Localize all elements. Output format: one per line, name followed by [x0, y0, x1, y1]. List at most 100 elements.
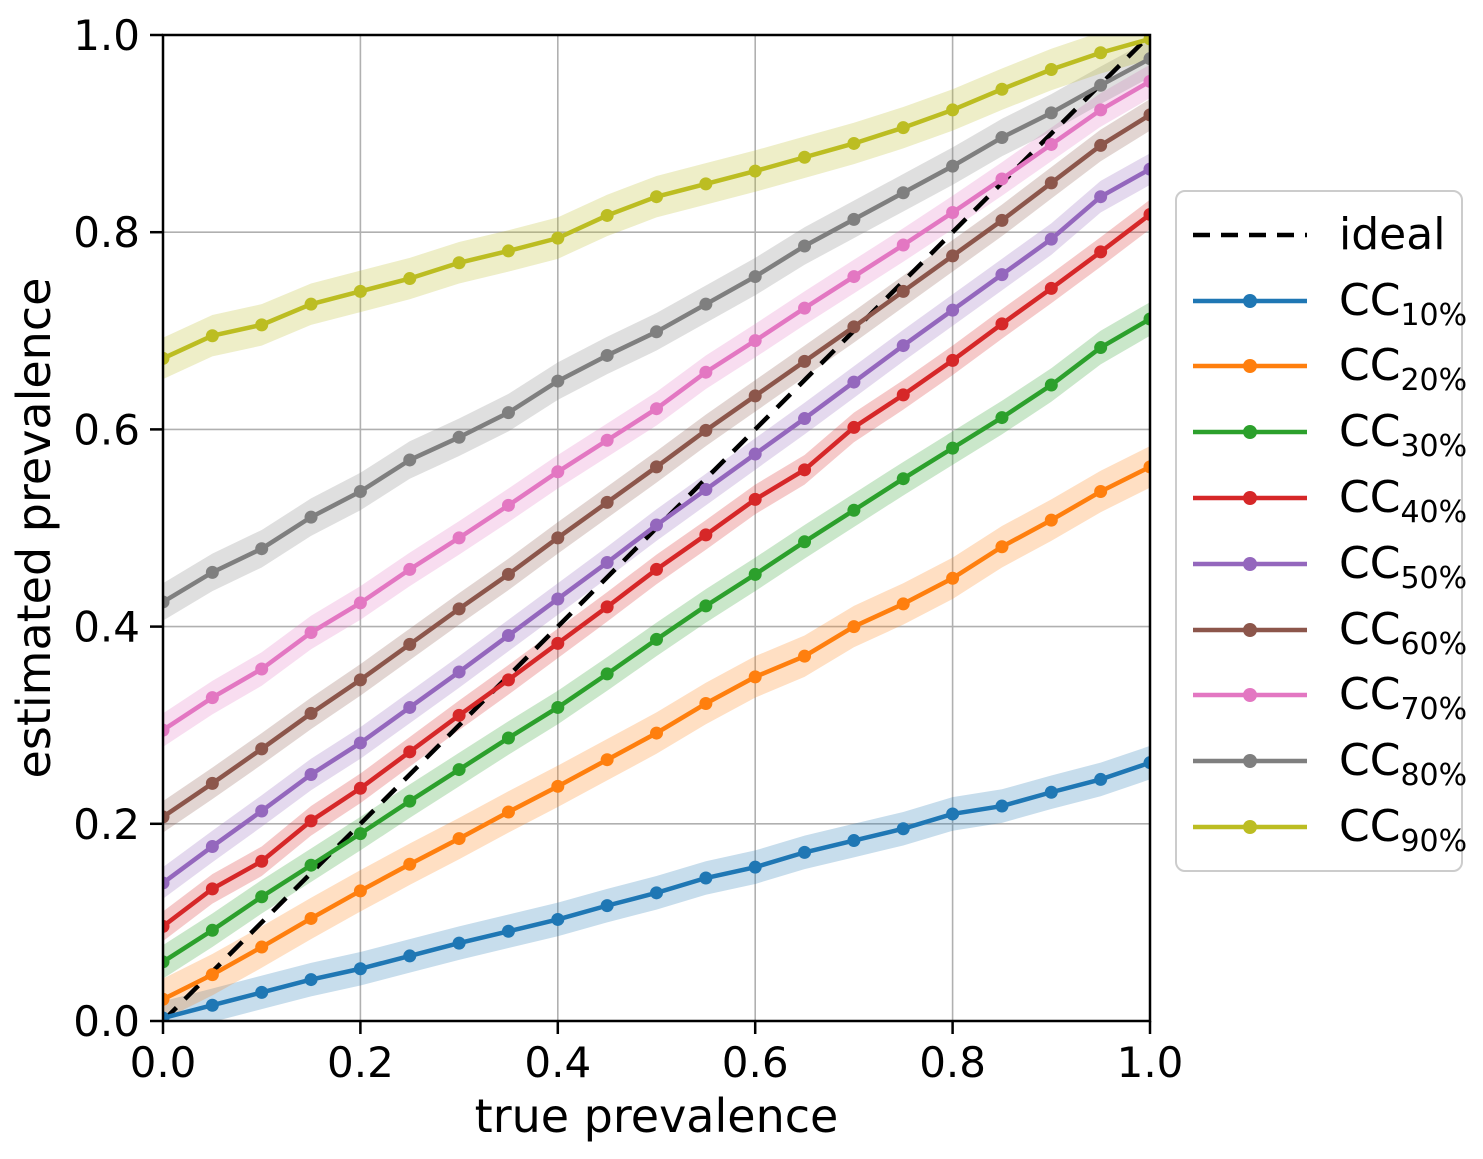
marker — [304, 510, 318, 524]
marker — [1143, 460, 1150, 474]
marker — [1044, 513, 1058, 527]
marker — [995, 317, 1009, 331]
legend-sample-cc-20% — [1193, 359, 1307, 374]
marker — [1143, 52, 1150, 66]
marker — [452, 708, 466, 722]
marker — [946, 205, 960, 219]
marker — [501, 628, 515, 642]
y-tick-label: 0.6 — [73, 405, 140, 454]
marker — [205, 776, 219, 790]
x-tick-label: 0.6 — [722, 1038, 789, 1087]
marker — [452, 936, 466, 950]
marker — [205, 691, 219, 705]
marker — [748, 447, 762, 461]
x-tick-label: 1.0 — [1117, 1038, 1184, 1087]
marker — [304, 814, 318, 828]
marker — [205, 923, 219, 937]
marker — [699, 483, 713, 497]
legend-sample-cc-50% — [1193, 556, 1307, 571]
x-tick-label: 0.2 — [327, 1038, 394, 1087]
legend-label-cc-20%: CC20% — [1339, 340, 1468, 399]
marker — [650, 632, 663, 646]
marker — [501, 805, 515, 819]
marker — [452, 430, 466, 444]
marker — [353, 962, 367, 976]
legend-label-cc-30%: CC30% — [1339, 406, 1468, 465]
marker — [600, 208, 614, 222]
legend-label-cc-90%: CC90% — [1339, 801, 1468, 859]
legend-entry-cc-20%: CC20% — [1191, 344, 1467, 396]
marker — [847, 375, 861, 389]
y-tick-label: 1.0 — [73, 11, 140, 60]
marker — [255, 890, 269, 904]
marker — [896, 238, 910, 252]
marker — [748, 389, 762, 403]
marker — [946, 441, 960, 455]
marker — [255, 985, 269, 999]
marker — [847, 620, 861, 634]
marker — [403, 453, 417, 467]
marker — [551, 912, 565, 926]
marker — [1094, 341, 1108, 355]
marker — [600, 556, 614, 570]
marker — [452, 665, 466, 679]
marker — [748, 164, 762, 178]
axes-spines — [161, 33, 1152, 1023]
marker — [798, 150, 812, 164]
marker — [946, 303, 960, 317]
marker — [205, 968, 219, 982]
legend-entry-cc-90%: CC90% — [1191, 805, 1467, 856]
marker — [452, 832, 466, 846]
marker — [650, 726, 663, 740]
x-axis-label: true prevalence — [474, 1089, 839, 1143]
marker — [403, 745, 417, 759]
marker — [1094, 78, 1108, 92]
marker — [501, 731, 515, 745]
marker — [896, 822, 910, 836]
sample-marker — [1243, 688, 1257, 703]
marker — [1094, 46, 1108, 60]
marker — [650, 886, 663, 900]
y-tick-label: 0.4 — [73, 603, 140, 652]
marker — [600, 348, 614, 362]
legend-entry-cc-80%: CC80% — [1191, 739, 1467, 791]
sample-marker — [1243, 622, 1257, 637]
marker — [896, 121, 910, 135]
marker — [452, 256, 466, 270]
marker — [255, 854, 269, 868]
marker — [304, 911, 318, 925]
marker — [699, 365, 713, 379]
marker — [995, 172, 1009, 186]
band-cc-90% — [163, 35, 1150, 380]
marker — [650, 562, 663, 576]
marker — [403, 949, 417, 963]
marker — [1143, 108, 1150, 122]
marker — [163, 595, 170, 609]
legend-sample-cc-70% — [1193, 688, 1307, 703]
marker — [946, 353, 960, 367]
marker — [452, 602, 466, 616]
legend-subscript: 70% — [1400, 692, 1468, 728]
marker — [699, 528, 713, 542]
x-tick-label: 0.8 — [919, 1038, 986, 1087]
legend-subscript: 60% — [1400, 626, 1468, 662]
marker — [946, 571, 960, 585]
marker — [600, 495, 614, 509]
marker — [946, 159, 960, 173]
marker — [205, 329, 219, 343]
marker — [600, 899, 614, 913]
marker — [551, 636, 565, 650]
marker — [353, 596, 367, 610]
markers-cc-10% — [163, 756, 1150, 1021]
marker — [1044, 232, 1058, 246]
legend-subscript: 30% — [1400, 429, 1468, 465]
legend-subscript: 20% — [1400, 363, 1468, 399]
marker — [163, 810, 170, 824]
marker — [748, 567, 762, 581]
marker — [403, 637, 417, 651]
marker — [255, 318, 269, 332]
legend-sample-cc-60% — [1193, 622, 1307, 637]
legend-entry-cc-30%: CC30% — [1191, 410, 1467, 462]
marker — [1143, 162, 1150, 176]
